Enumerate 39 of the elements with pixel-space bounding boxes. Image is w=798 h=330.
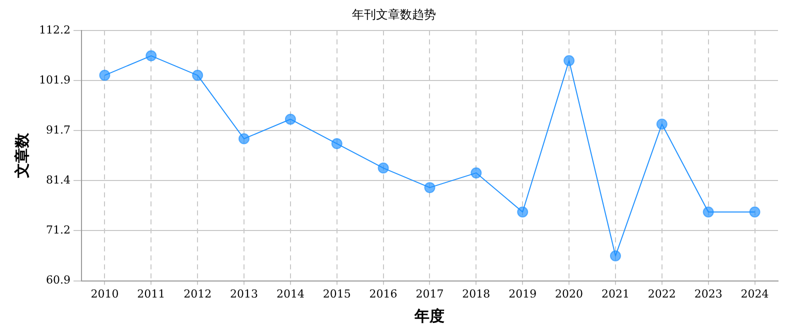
y-tick-label: 112.2 <box>38 23 70 36</box>
x-tick-label: 2022 <box>648 287 676 300</box>
x-tick-label: 2024 <box>740 287 769 300</box>
point <box>238 133 250 144</box>
y-axis-title: 文章数 <box>12 132 31 180</box>
x-tick-label: 2012 <box>184 287 212 300</box>
point <box>610 250 621 262</box>
x-tick-label: 2019 <box>508 287 537 300</box>
point <box>702 206 714 218</box>
x-tick-label: 2015 <box>322 287 351 300</box>
x-tick-label: 2017 <box>416 287 444 300</box>
x-tick-label: 2021 <box>601 287 630 300</box>
point <box>378 162 389 174</box>
point <box>146 50 157 62</box>
x-tick-label: 2014 <box>276 287 304 300</box>
point <box>99 70 110 81</box>
x-tick-label: 2010 <box>90 287 119 300</box>
x-tick-label: 2023 <box>694 287 722 300</box>
y-tick-label: 101.9 <box>38 74 70 87</box>
chart-title: 年刊文章数趋势 <box>352 7 436 22</box>
point <box>424 182 436 194</box>
point <box>192 70 204 81</box>
x-tick-label: 2013 <box>230 287 258 300</box>
x-tick-label: 2018 <box>462 287 490 300</box>
x-tick-label: 2020 <box>555 287 584 300</box>
point <box>470 167 482 178</box>
point <box>749 206 760 218</box>
y-tick-label: 60.9 <box>46 274 70 287</box>
x-tick-label: 2011 <box>137 287 166 300</box>
point <box>517 206 528 218</box>
point <box>564 55 575 66</box>
x-tick-label: 2016 <box>369 287 398 300</box>
y-tick-label: 81.4 <box>46 174 70 187</box>
y-tick-label: 71.2 <box>46 223 70 236</box>
point <box>656 118 668 130</box>
point <box>284 114 296 125</box>
y-tick-label: 91.7 <box>46 123 70 136</box>
point <box>331 138 342 150</box>
x-axis-title: 年度 <box>414 306 445 325</box>
